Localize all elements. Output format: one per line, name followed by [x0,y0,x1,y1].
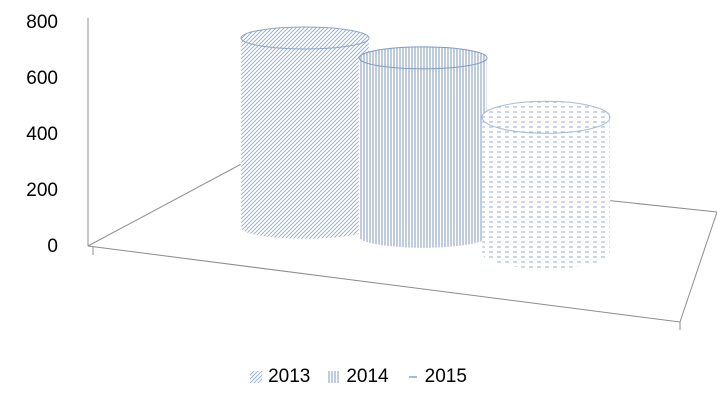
legend-item-2014: 2014 [328,366,389,388]
cylinder-2015 [481,100,611,270]
chart-cylinders [240,26,611,270]
y-tick-label: 400 [26,124,58,145]
legend-label: 2014 [346,366,389,387]
cylinder-2014 [358,46,488,249]
cylinder-body [481,117,611,270]
cylinder-top [358,46,488,70]
cylinder-body [240,37,370,240]
y-tick-label: 600 [26,68,58,89]
y-axis-ticks: 0 200 400 600 800 [26,12,58,257]
y-tick-label: 0 [47,236,58,257]
legend-swatch-diagonal-icon [250,371,263,383]
legend-label: 2015 [424,366,467,387]
y-tick-label: 200 [26,180,58,201]
cylinder-top [481,100,611,134]
legend-label: 2013 [268,366,311,387]
y-tick-label: 800 [26,12,58,33]
cylinder-top [240,26,370,50]
cylinder-body [358,57,488,249]
cylinder-2013 [240,26,370,240]
legend: 2013 2014 2015 [0,366,717,388]
legend-swatch-vertical-icon [328,371,341,383]
legend-swatch-dash-icon [408,376,417,378]
legend-item-2013: 2013 [250,366,310,388]
legend-item-2015: 2015 [407,366,467,388]
